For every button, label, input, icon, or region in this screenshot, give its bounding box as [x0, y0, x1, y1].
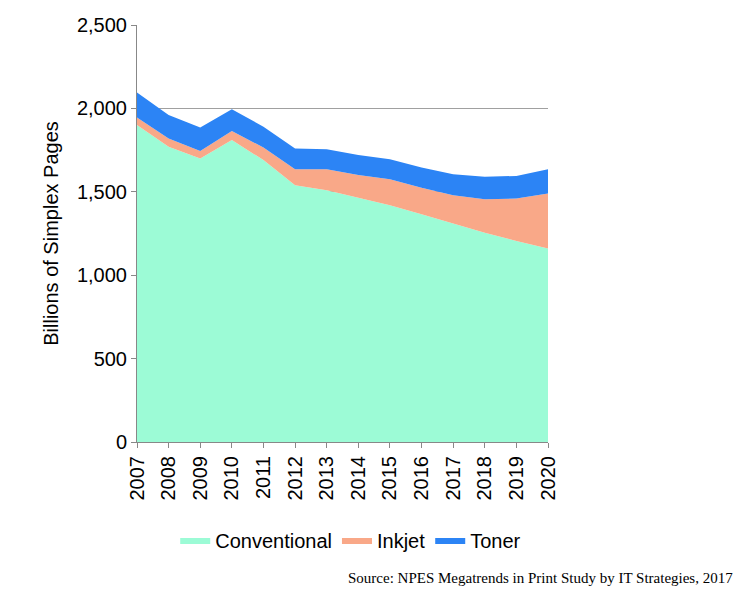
svg-text:2007: 2007 — [126, 456, 148, 501]
svg-text:1,500: 1,500 — [77, 181, 127, 203]
svg-text:2009: 2009 — [189, 456, 211, 501]
svg-text:2015: 2015 — [378, 456, 400, 501]
svg-text:0: 0 — [116, 431, 127, 453]
svg-text:2008: 2008 — [157, 456, 179, 501]
svg-text:Inkjet: Inkjet — [377, 530, 425, 552]
svg-text:2018: 2018 — [473, 456, 495, 501]
svg-text:2012: 2012 — [284, 456, 306, 501]
svg-text:2017: 2017 — [442, 456, 464, 501]
svg-text:2013: 2013 — [315, 456, 337, 501]
svg-text:2011: 2011 — [252, 456, 274, 499]
svg-text:2016: 2016 — [410, 456, 432, 501]
svg-text:Toner: Toner — [470, 530, 520, 552]
svg-text:500: 500 — [94, 348, 127, 370]
svg-text:1,000: 1,000 — [77, 264, 127, 286]
svg-text:2010: 2010 — [220, 456, 242, 501]
svg-text:2014: 2014 — [347, 456, 369, 501]
svg-text:2019: 2019 — [505, 456, 527, 501]
svg-text:2,000: 2,000 — [77, 97, 127, 119]
svg-text:Billions of Simplex Pages: Billions of Simplex Pages — [40, 121, 62, 346]
svg-text:Source: NPES Megatrends in Pri: Source: NPES Megatrends in Print Study b… — [348, 570, 733, 586]
svg-text:2,500: 2,500 — [77, 14, 127, 36]
svg-text:Conventional: Conventional — [215, 530, 332, 552]
svg-text:2020: 2020 — [537, 456, 559, 501]
